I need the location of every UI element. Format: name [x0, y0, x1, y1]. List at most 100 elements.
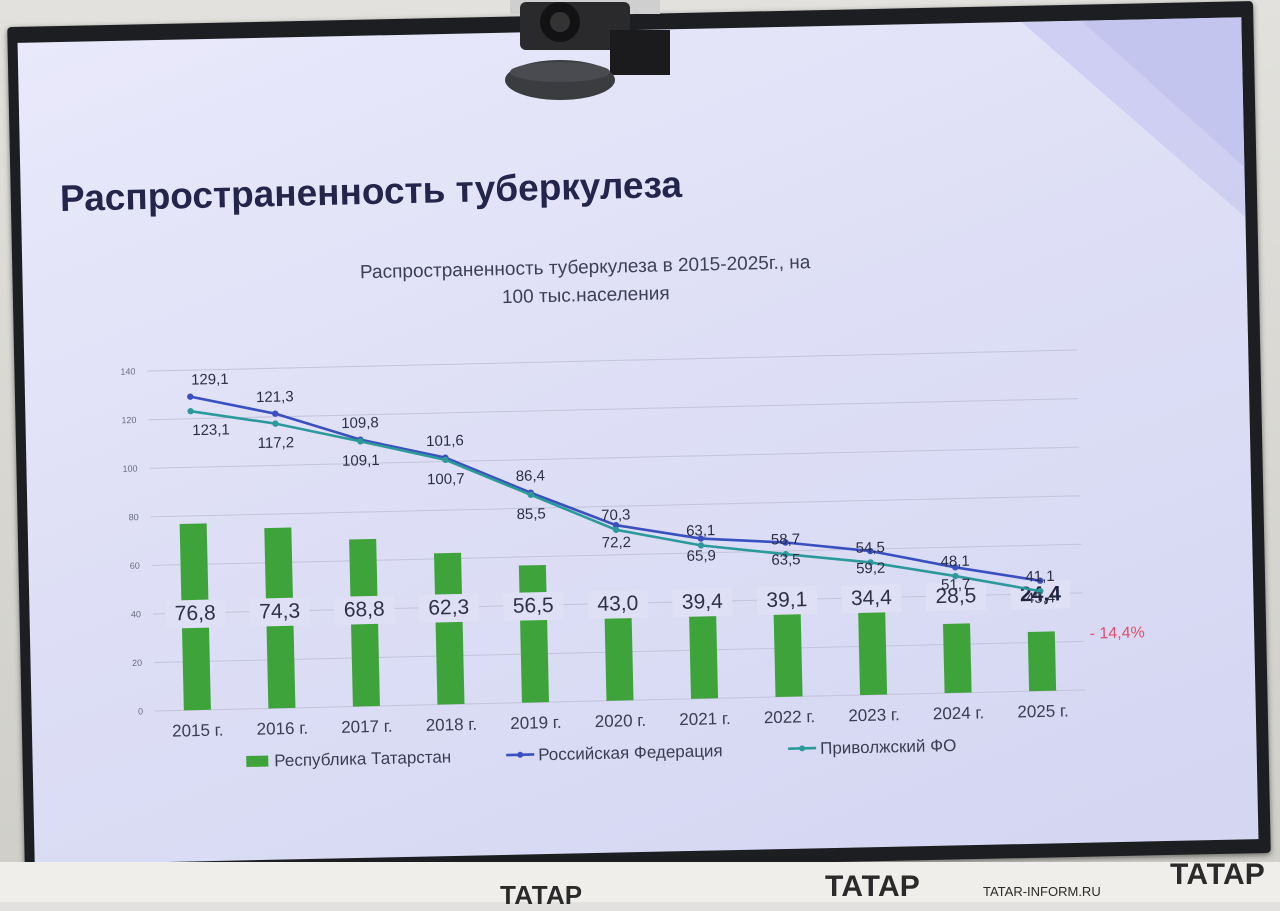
bar-label-backdrop: [925, 582, 987, 612]
pfo-data-label: 109,1: [342, 452, 380, 470]
tv-frame: [7, 1, 1271, 879]
pfo-data-label: 117,2: [257, 434, 294, 452]
x-tick-label: 2017 г.: [341, 717, 393, 737]
bar-label-backdrop: [587, 589, 649, 620]
pfo-data-label: 63,1: [686, 522, 716, 540]
legend-label: Российская Федерация: [538, 741, 723, 764]
bar-value-label: 34,4: [851, 586, 893, 610]
bar-label-backdrop: [333, 595, 395, 625]
rf-data-label: 65,9: [686, 547, 716, 565]
legend-swatch-point: [517, 751, 524, 758]
series-point: [697, 542, 705, 549]
rf-data-label: 59,2: [856, 560, 886, 578]
gridline: [149, 446, 1080, 469]
pfo-data-label: 54,5: [855, 539, 885, 557]
brand-logo-center: ТАТАР: [825, 870, 920, 903]
x-tick-label: 2020 г.: [595, 711, 647, 731]
studio-backdrop: [0, 862, 1280, 902]
bar: [518, 564, 549, 703]
bar-label-backdrop: [502, 591, 564, 621]
series-point: [187, 393, 194, 400]
change-annotation: - 14,4%: [1089, 624, 1145, 642]
series-point: [1036, 577, 1044, 584]
gridline: [151, 543, 1082, 566]
series-point: [867, 559, 874, 566]
bar: [858, 610, 888, 696]
x-tick-label: 2022 г.: [764, 707, 816, 727]
bar-label-backdrop: [249, 597, 311, 627]
legend-swatch-bar: [246, 755, 269, 768]
bar-value-label: 76,8: [174, 602, 215, 626]
slide-corner-decoration: [1021, 17, 1246, 218]
bar-value-label: 39,4: [682, 590, 724, 614]
brand-url: TATAR-INFORM.RU: [983, 884, 1101, 899]
series-point: [357, 438, 364, 445]
y-tick-label: 0: [138, 706, 143, 716]
rf-data-label: 129,1: [191, 371, 229, 389]
pfo-data-label: 123,1: [192, 421, 230, 439]
bar: [688, 602, 719, 699]
bar-label-backdrop: [756, 585, 818, 616]
pfo-data-label: 70,3: [601, 507, 631, 525]
legend-label: Приволжский ФО: [820, 736, 957, 758]
rf-data-label: 86,4: [516, 467, 546, 485]
bar: [604, 595, 634, 701]
gridline: [150, 495, 1081, 518]
rf-data-label: 63,5: [771, 551, 801, 569]
series-point: [527, 491, 534, 499]
series-point: [782, 539, 789, 546]
series-point: [442, 456, 449, 464]
x-tick-label: 2016 г.: [256, 719, 308, 739]
bar-value-label: 68,8: [344, 598, 385, 622]
y-tick-label: 60: [130, 561, 140, 571]
pfo-data-label: 58,7: [771, 531, 801, 549]
bar: [433, 552, 465, 705]
y-tick-label: 140: [120, 366, 135, 376]
chart-title-line: Распространенность туберкулеза в 2015-20…: [360, 252, 811, 283]
y-tick-label: 120: [121, 415, 136, 425]
rf-data-label: 101,6: [426, 432, 464, 450]
brand-logo-right: ТАТАР: [1170, 858, 1265, 891]
x-tick-label: 2018 г.: [426, 715, 478, 735]
series-point: [612, 526, 620, 534]
bar-value-label: 62,3: [428, 596, 469, 620]
x-tick-label: 2025 г.: [1017, 701, 1069, 721]
x-tick-label: 2021 г.: [679, 709, 731, 729]
y-tick-label: 40: [131, 609, 141, 619]
rf-data-label: 72,2: [602, 534, 632, 552]
series-point: [952, 564, 959, 571]
pfo-data-label: 41,1: [1025, 568, 1055, 586]
bar-label-backdrop: [164, 599, 226, 629]
bar-label-backdrop: [672, 587, 733, 618]
series-point: [272, 410, 279, 417]
legend-label: Республика Татарстан: [274, 747, 451, 770]
series-point: [612, 522, 620, 529]
series-point: [187, 408, 194, 415]
bar-value-label: 28,5: [935, 584, 976, 608]
rf-data-label: 51,7: [941, 576, 971, 594]
x-tick-label: 2023 г.: [848, 705, 900, 725]
ceiling-camera: [505, 0, 670, 100]
bar: [773, 601, 803, 697]
rf-data-label: 109,8: [341, 414, 379, 432]
rf-data-label: 45,4: [1026, 589, 1056, 607]
y-tick-label: 80: [129, 512, 139, 522]
gridline: [147, 349, 1078, 372]
series-point: [782, 550, 790, 558]
series-line: [190, 395, 1041, 582]
pfo-data-label: 48,1: [940, 553, 970, 571]
y-tick-label: 20: [132, 658, 142, 668]
presentation-screen: [17, 17, 1259, 865]
bar: [942, 623, 972, 694]
gridline: [148, 398, 1079, 421]
x-tick-label: 2024 г.: [933, 703, 985, 723]
bar-value-label: 43,0: [597, 592, 638, 616]
pfo-data-label: 85,5: [516, 506, 546, 524]
bar: [1027, 631, 1057, 692]
x-tick-label: 2019 г.: [510, 713, 562, 733]
bar-label-backdrop: [418, 593, 480, 623]
bar-value-label: 74,3: [259, 600, 300, 624]
series-point: [272, 420, 279, 427]
x-tick-label: 2015 г.: [172, 721, 224, 741]
